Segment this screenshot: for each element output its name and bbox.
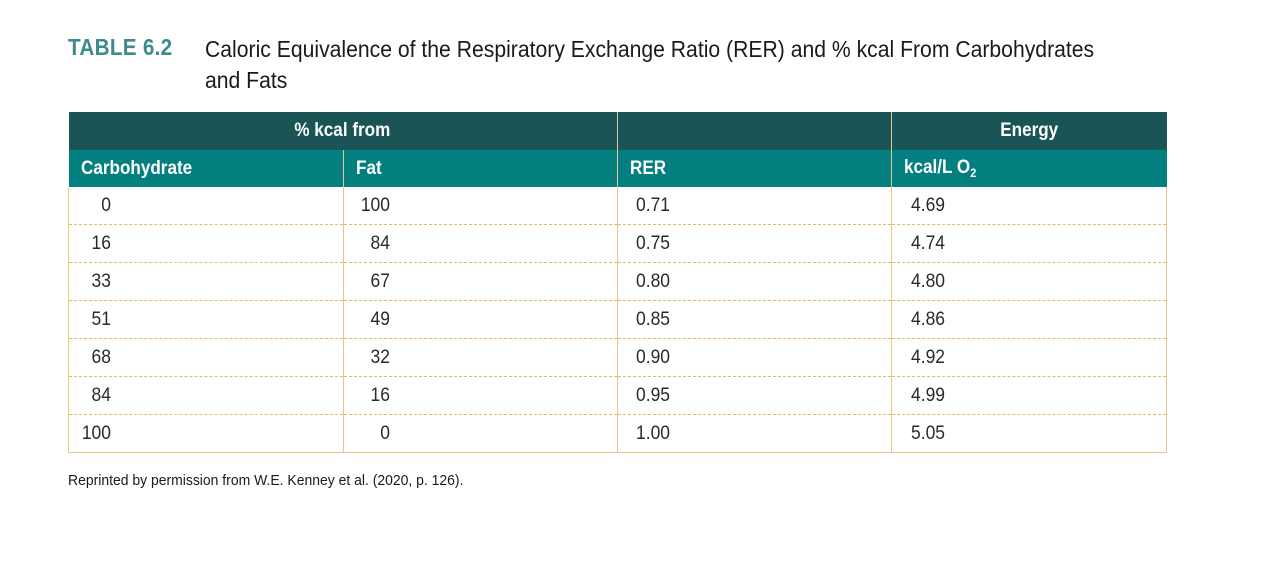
column-header-energy: kcal/L O2 bbox=[891, 150, 1167, 187]
cell-fat: 16 bbox=[343, 376, 618, 415]
column-header-rer: RER bbox=[617, 150, 892, 187]
table-row: 100 0 1.00 5.05 bbox=[68, 414, 1167, 453]
cell-rer: 0.95 bbox=[617, 376, 892, 415]
column-header-carbohydrate: Carbohydrate bbox=[68, 150, 344, 187]
cell-rer: 0.71 bbox=[617, 187, 892, 225]
cell-fat: 100 bbox=[343, 187, 618, 225]
cell-energy: 4.92 bbox=[891, 338, 1167, 377]
cell-carbohydrate: 51 bbox=[68, 300, 344, 339]
table-title: Caloric Equivalence of the Respiratory E… bbox=[205, 36, 1095, 93]
table-row: 33 67 0.80 4.80 bbox=[68, 262, 1167, 301]
cell-rer: 0.85 bbox=[617, 300, 892, 339]
cell-energy: 4.80 bbox=[891, 262, 1167, 301]
cell-energy: 5.05 bbox=[891, 414, 1167, 453]
table-number: TABLE 6.2 bbox=[68, 34, 173, 60]
cell-rer: 1.00 bbox=[617, 414, 892, 453]
group-header-energy: Energy bbox=[891, 112, 1167, 150]
table-row: 68 32 0.90 4.92 bbox=[68, 338, 1167, 377]
cell-rer: 0.75 bbox=[617, 224, 892, 263]
data-table: % kcal from Energy Carbohydrate Fat RER … bbox=[68, 112, 1167, 453]
data-table-container: % kcal from Energy Carbohydrate Fat RER … bbox=[68, 112, 1167, 453]
column-header-row: Carbohydrate Fat RER kcal/L O2 bbox=[68, 150, 1167, 187]
table-header: % kcal from Energy Carbohydrate Fat RER … bbox=[68, 112, 1167, 187]
group-header-rer bbox=[617, 112, 892, 150]
cell-fat: 49 bbox=[343, 300, 618, 339]
column-header-fat: Fat bbox=[343, 150, 618, 187]
cell-carbohydrate: 33 bbox=[68, 262, 344, 301]
cell-carbohydrate: 68 bbox=[68, 338, 344, 377]
cell-carbohydrate: 84 bbox=[68, 376, 344, 415]
table-row: 0 100 0.71 4.69 bbox=[68, 187, 1167, 225]
group-header-kcal-from: % kcal from bbox=[68, 112, 618, 150]
table-row: 84 16 0.95 4.99 bbox=[68, 376, 1167, 415]
cell-energy: 4.74 bbox=[891, 224, 1167, 263]
cell-carbohydrate: 0 bbox=[68, 187, 344, 225]
cell-fat: 0 bbox=[343, 414, 618, 453]
cell-energy: 4.69 bbox=[891, 187, 1167, 225]
cell-fat: 67 bbox=[343, 262, 618, 301]
table-body: 0 100 0.71 4.69 16 84 0.75 4.74 33 67 0.… bbox=[68, 187, 1167, 453]
source-footnote: Reprinted by permission from W.E. Kenney… bbox=[68, 472, 464, 489]
cell-carbohydrate: 16 bbox=[68, 224, 344, 263]
cell-energy: 4.86 bbox=[891, 300, 1167, 339]
cell-energy: 4.99 bbox=[891, 376, 1167, 415]
cell-fat: 32 bbox=[343, 338, 618, 377]
cell-rer: 0.90 bbox=[617, 338, 892, 377]
cell-carbohydrate: 100 bbox=[68, 414, 344, 453]
cell-fat: 84 bbox=[343, 224, 618, 263]
table-row: 51 49 0.85 4.86 bbox=[68, 300, 1167, 339]
cell-rer: 0.80 bbox=[617, 262, 892, 301]
table-row: 16 84 0.75 4.74 bbox=[68, 224, 1167, 263]
group-header-row: % kcal from Energy bbox=[68, 112, 1167, 150]
